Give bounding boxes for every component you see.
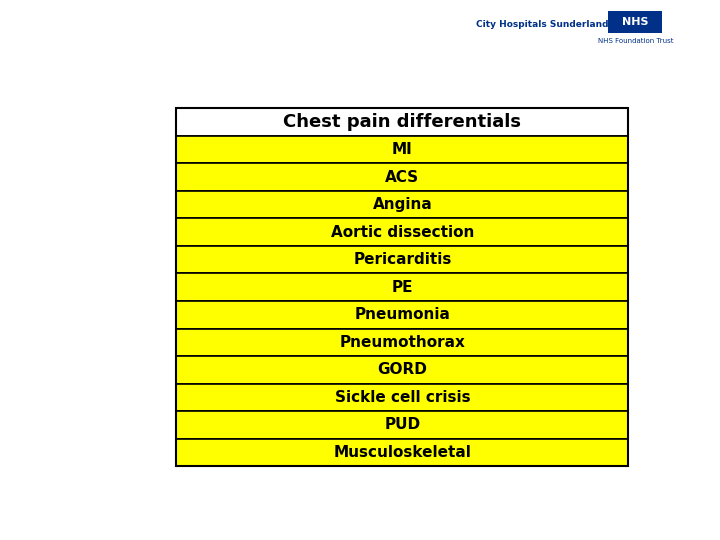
Text: PE: PE — [392, 280, 413, 295]
Text: NHS: NHS — [622, 17, 649, 27]
Bar — [176, 191, 629, 219]
Bar — [176, 109, 629, 136]
Text: Pneumothorax: Pneumothorax — [340, 335, 465, 350]
Text: Musculoskeletal: Musculoskeletal — [333, 445, 472, 460]
Text: Angina: Angina — [373, 197, 432, 212]
Text: Aortic dissection: Aortic dissection — [330, 225, 474, 240]
Bar — [176, 411, 629, 438]
Bar — [176, 164, 629, 191]
Bar — [176, 301, 629, 328]
Text: Chest pain differentials: Chest pain differentials — [284, 113, 521, 131]
Text: GORD: GORD — [377, 362, 428, 377]
Text: Pneumonia: Pneumonia — [354, 307, 451, 322]
Bar — [176, 383, 629, 411]
Text: Sickle cell crisis: Sickle cell crisis — [335, 390, 470, 405]
Text: NHS Foundation Trust: NHS Foundation Trust — [598, 38, 673, 44]
Text: MI: MI — [392, 142, 413, 157]
Bar — [176, 109, 629, 466]
Text: Pericarditis: Pericarditis — [354, 252, 451, 267]
Text: ACS: ACS — [385, 170, 420, 185]
Bar — [176, 273, 629, 301]
Bar — [176, 438, 629, 466]
Text: PUD: PUD — [384, 417, 420, 433]
Bar — [176, 219, 629, 246]
Bar — [176, 136, 629, 164]
Bar — [176, 246, 629, 273]
Bar — [176, 328, 629, 356]
Text: City Hospitals Sunderland: City Hospitals Sunderland — [476, 20, 608, 29]
Bar — [176, 356, 629, 383]
